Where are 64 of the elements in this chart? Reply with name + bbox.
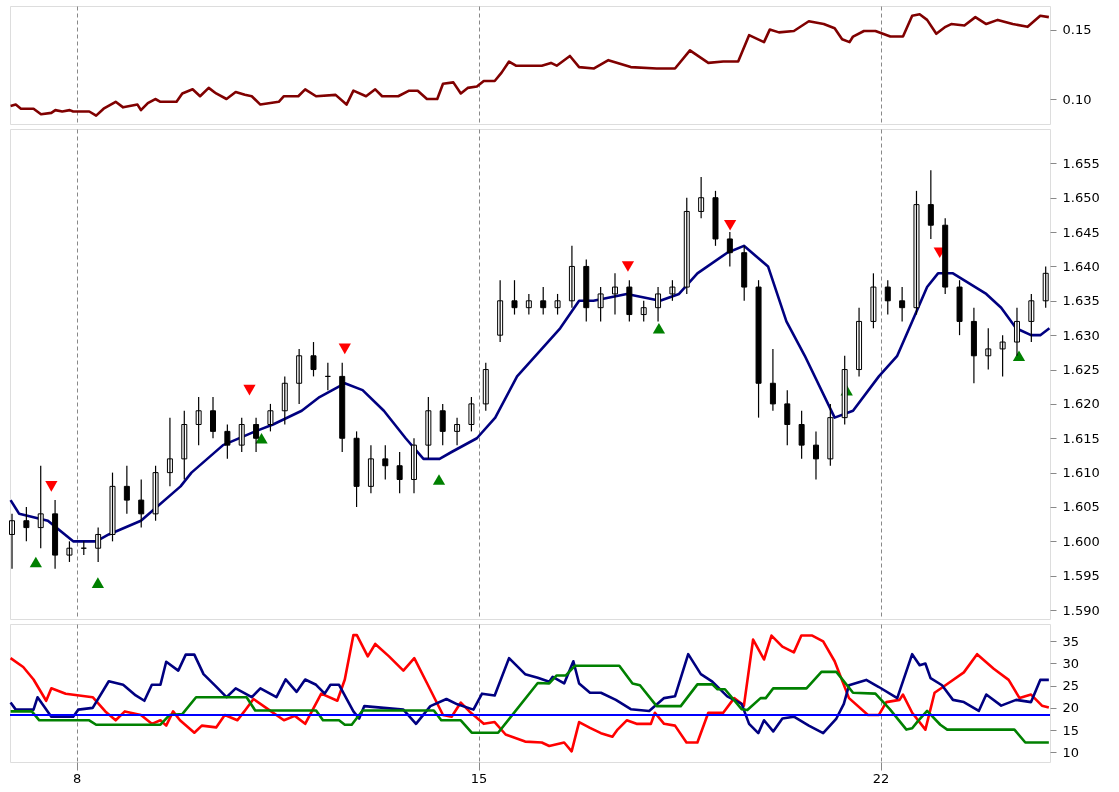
candlestick bbox=[396, 451, 403, 494]
point bbox=[29, 556, 42, 568]
y-tick-label: 30 bbox=[1062, 655, 1080, 671]
y-tick-label: 1.625 bbox=[1062, 362, 1100, 378]
candlestick bbox=[224, 423, 231, 460]
y-tick-label: 1.635 bbox=[1062, 293, 1100, 309]
candlestick bbox=[138, 478, 145, 529]
y-tick-label: 15 bbox=[1062, 722, 1080, 738]
line-series bbox=[9, 664, 1051, 744]
candlestick bbox=[956, 279, 963, 336]
candlestick bbox=[870, 272, 877, 329]
candlestick bbox=[195, 396, 202, 446]
y-tick-label: 20 bbox=[1062, 700, 1080, 716]
point bbox=[652, 323, 666, 334]
line-series bbox=[9, 633, 1051, 753]
y-tick-label: 1.605 bbox=[1062, 499, 1100, 515]
candlestick bbox=[267, 403, 274, 432]
y-tick-label: 0.15 bbox=[1062, 22, 1092, 38]
y-tick-label: 0.10 bbox=[1062, 91, 1092, 107]
candlestick bbox=[66, 540, 73, 563]
y-tick-label: 25 bbox=[1062, 678, 1080, 694]
y-tick-label: 1.590 bbox=[1062, 602, 1100, 618]
point bbox=[243, 384, 256, 396]
candlestick bbox=[597, 286, 604, 323]
point bbox=[45, 481, 58, 492]
point bbox=[338, 343, 351, 355]
candlestick bbox=[109, 472, 116, 542]
y-tick-label: 1.655 bbox=[1062, 155, 1100, 171]
candlestick bbox=[23, 506, 30, 542]
point bbox=[432, 474, 446, 485]
y-tick-label: 1.615 bbox=[1062, 430, 1100, 446]
y-tick-label: 1.640 bbox=[1062, 258, 1100, 274]
point bbox=[621, 261, 635, 272]
candlestick bbox=[425, 396, 432, 460]
y-tick-label: 1.630 bbox=[1062, 327, 1100, 343]
point bbox=[724, 219, 737, 231]
candlestick bbox=[755, 279, 762, 419]
candlestick bbox=[152, 465, 159, 522]
candlestick bbox=[554, 293, 561, 316]
candlestick bbox=[669, 279, 676, 302]
candlestick bbox=[999, 334, 1006, 378]
point bbox=[255, 432, 268, 444]
candlestick bbox=[468, 396, 475, 432]
y-tick-label: 1.610 bbox=[1062, 465, 1100, 481]
point bbox=[1012, 350, 1026, 362]
point bbox=[91, 577, 104, 588]
x-tick-label: 15 bbox=[470, 770, 488, 786]
x-tick-label: 22 bbox=[872, 770, 890, 786]
y-tick-label: 1.620 bbox=[1062, 396, 1100, 412]
y-tick-label: 1.600 bbox=[1062, 533, 1100, 549]
candlestick bbox=[913, 190, 920, 316]
candlestick bbox=[353, 430, 360, 508]
line-series bbox=[9, 13, 1051, 117]
candlestick bbox=[798, 410, 805, 460]
candlestick bbox=[310, 341, 317, 378]
x-tick-label: 8 bbox=[72, 770, 82, 786]
y-tick-label: 1.595 bbox=[1062, 568, 1100, 584]
y-tick-label: 1.645 bbox=[1062, 224, 1100, 240]
line-series bbox=[9, 652, 1051, 735]
candlestick bbox=[712, 190, 719, 247]
y-tick-label: 35 bbox=[1062, 633, 1080, 649]
y-tick-label: 1.650 bbox=[1062, 190, 1100, 206]
candlestick bbox=[511, 279, 518, 316]
y-tick-label: 10 bbox=[1062, 744, 1080, 760]
